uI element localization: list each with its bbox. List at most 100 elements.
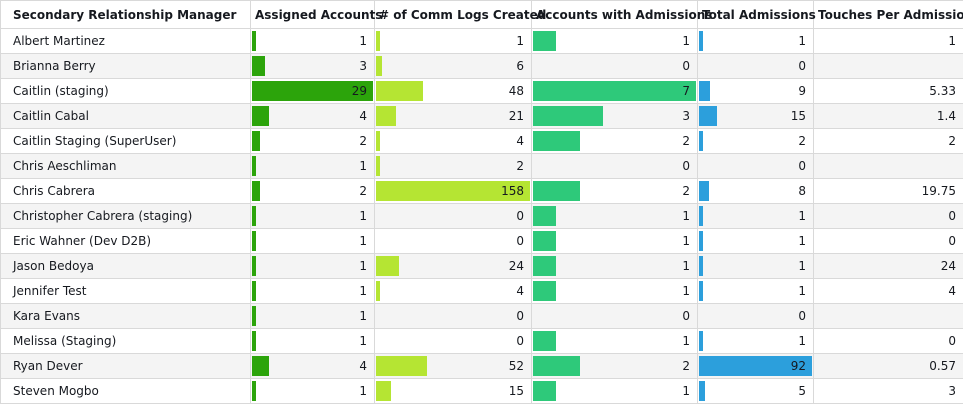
comm-value: 48 xyxy=(508,84,524,98)
column-header-touches-per-admission[interactable]: Touches Per Admission xyxy=(813,0,963,29)
assigned-value: 1 xyxy=(359,309,367,323)
acct-adm-cell: 1 xyxy=(531,253,698,279)
touches-cell: 0 xyxy=(813,228,963,254)
assigned-value: 1 xyxy=(359,34,367,48)
column-header-total-admissions[interactable]: Total Admissions xyxy=(697,0,816,29)
comm-cell: 24 xyxy=(374,253,532,279)
manager-name-cell: Caitlin Cabal xyxy=(0,103,251,129)
table-row[interactable]: Chris Aeschliman 1 2 0 0 xyxy=(0,153,963,179)
manager-name-cell: Jennifer Test xyxy=(0,278,251,304)
column-header-comm-logs[interactable]: # of Comm Logs Created xyxy=(374,0,546,29)
comm-bar xyxy=(376,281,380,301)
acct-adm-bar xyxy=(533,356,580,376)
total-adm-cell: 1 xyxy=(697,253,814,279)
total-adm-cell: 1 xyxy=(697,278,814,304)
touches-value: 1.4 xyxy=(936,109,956,123)
acct-adm-cell: 2 xyxy=(531,353,698,379)
assigned-bar xyxy=(252,206,257,226)
table-row[interactable]: Kara Evans 1 0 0 0 xyxy=(0,303,963,329)
total-adm-value: 0 xyxy=(798,159,806,173)
touches-cell: 4 xyxy=(813,278,963,304)
touches-cell xyxy=(813,153,963,179)
touches-value: 0 xyxy=(948,209,956,223)
manager-name-cell: Eric Wahner (Dev D2B) xyxy=(0,228,251,254)
acct-adm-cell: 7 xyxy=(531,78,698,104)
total-adm-value: 5 xyxy=(798,384,806,398)
touches-value: 2 xyxy=(948,134,956,148)
acct-adm-cell: 1 xyxy=(531,278,698,304)
assigned-value: 1 xyxy=(359,384,367,398)
acct-adm-value: 1 xyxy=(682,234,690,248)
total-adm-value: 1 xyxy=(798,34,806,48)
table-row[interactable]: Albert Martinez 1 1 1 1 1 xyxy=(0,28,963,54)
table-row[interactable]: Jennifer Test 1 4 1 1 4 xyxy=(0,278,963,304)
comm-cell: 0 xyxy=(374,328,532,354)
assigned-cell: 1 xyxy=(250,153,375,179)
acct-adm-cell: 0 xyxy=(531,153,698,179)
assigned-bar xyxy=(252,106,269,126)
assigned-value: 1 xyxy=(359,334,367,348)
comm-value: 4 xyxy=(516,284,524,298)
column-header-assigned-accounts[interactable]: Assigned Accounts xyxy=(250,0,382,29)
table-row[interactable]: Ryan Dever 4 52 2 92 0.57 xyxy=(0,353,963,379)
comm-cell: 0 xyxy=(374,303,532,329)
assigned-value: 3 xyxy=(359,59,367,73)
assigned-bar xyxy=(252,131,261,151)
comm-cell: 1 xyxy=(374,28,532,54)
table-row[interactable]: Christopher Cabrera (staging) 1 0 1 1 0 xyxy=(0,203,963,229)
table-row[interactable]: Jason Bedoya 1 24 1 1 24 xyxy=(0,253,963,279)
assigned-cell: 2 xyxy=(250,178,375,204)
touches-value: 24 xyxy=(940,259,956,273)
assigned-value: 2 xyxy=(359,134,367,148)
table-row[interactable]: Steven Mogbo 1 15 1 5 3 xyxy=(0,378,963,404)
total-adm-value: 9 xyxy=(798,84,806,98)
comm-bar xyxy=(376,81,423,101)
table-row[interactable]: Chris Cabrera 2 158 2 8 19.75 xyxy=(0,178,963,204)
table-row[interactable]: Melissa (Staging) 1 0 1 1 0 xyxy=(0,328,963,354)
column-header-manager[interactable]: Secondary Relationship Manager xyxy=(0,0,251,29)
total-adm-cell: 1 xyxy=(697,28,814,54)
total-adm-value: 0 xyxy=(798,59,806,73)
assigned-cell: 4 xyxy=(250,103,375,129)
assigned-bar xyxy=(252,31,257,51)
total-adm-value: 92 xyxy=(790,359,806,373)
acct-adm-bar xyxy=(533,131,580,151)
acct-adm-value: 2 xyxy=(682,359,690,373)
acct-adm-value: 1 xyxy=(682,334,690,348)
touches-cell: 3 xyxy=(813,378,963,404)
comm-value: 0 xyxy=(516,334,524,348)
column-header-accounts-with-admissions[interactable]: Accounts with Admissions xyxy=(531,0,712,29)
total-adm-value: 15 xyxy=(790,109,806,123)
total-adm-cell: 15 xyxy=(697,103,814,129)
assigned-bar xyxy=(252,256,257,276)
table-row[interactable]: Caitlin Cabal 4 21 3 15 1.4 xyxy=(0,103,963,129)
comm-value: 24 xyxy=(508,259,524,273)
touches-cell: 1.4 xyxy=(813,103,963,129)
table-row[interactable]: Brianna Berry 3 6 0 0 xyxy=(0,53,963,79)
comm-bar xyxy=(376,106,397,126)
total-adm-cell: 9 xyxy=(697,78,814,104)
assigned-bar xyxy=(252,381,257,401)
assigned-cell: 1 xyxy=(250,378,375,404)
header-row: Secondary Relationship Manager Assigned … xyxy=(0,0,963,29)
touches-cell: 19.75 xyxy=(813,178,963,204)
comm-cell: 52 xyxy=(374,353,532,379)
comm-bar xyxy=(376,156,380,176)
table-row[interactable]: Eric Wahner (Dev D2B) 1 0 1 1 0 xyxy=(0,228,963,254)
assigned-value: 1 xyxy=(359,259,367,273)
table-row[interactable]: Caitlin (staging) 29 48 7 9 5.33 xyxy=(0,78,963,104)
assigned-cell: 1 xyxy=(250,278,375,304)
comm-bar xyxy=(376,356,427,376)
assigned-cell: 1 xyxy=(250,203,375,229)
comm-cell: 6 xyxy=(374,53,532,79)
acct-adm-bar xyxy=(533,281,557,301)
table-body: Albert Martinez 1 1 1 1 1 Brianna Berry 3 6 0 0 Cai… xyxy=(0,28,963,404)
acct-adm-cell: 1 xyxy=(531,328,698,354)
table-row[interactable]: Caitlin Staging (SuperUser) 2 4 2 2 2 xyxy=(0,128,963,154)
comm-value: 4 xyxy=(516,134,524,148)
comm-cell: 4 xyxy=(374,128,532,154)
assigned-bar xyxy=(252,356,269,376)
total-adm-bar xyxy=(699,381,706,401)
manager-name-cell: Jason Bedoya xyxy=(0,253,251,279)
